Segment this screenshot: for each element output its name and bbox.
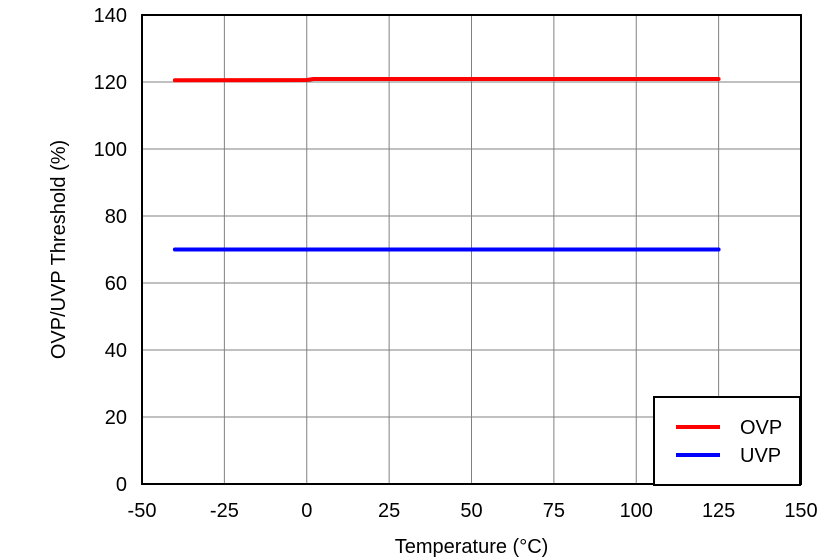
x-tick-label: 50 [460, 500, 482, 522]
y-tick-label: 120 [94, 72, 127, 94]
y-axis-label: OVP/UVP Threshold (%) [48, 140, 70, 359]
y-tick-label: 20 [105, 407, 127, 429]
x-tick-label: -25 [210, 500, 239, 522]
x-tick-label: 125 [702, 500, 735, 522]
x-tick-label: 150 [784, 500, 817, 522]
legend-box [653, 396, 801, 486]
x-tick-label: -50 [128, 500, 157, 522]
y-tick-labels: 0 20 40 60 80 100 120 140 [94, 5, 127, 496]
x-tick-label: 25 [378, 500, 400, 522]
legend-label-uvp: UVP [740, 445, 781, 467]
plot-frame [141, 14, 802, 485]
y-tick-label: 140 [94, 5, 127, 27]
legend: OVP UVP [653, 396, 801, 486]
y-tick-label: 40 [105, 340, 127, 362]
x-tick-label: 0 [301, 500, 312, 522]
x-axis-label: Temperature (°C) [395, 536, 549, 558]
series-line-ovp [172, 77, 721, 83]
y-tick-label: 100 [94, 139, 127, 161]
x-tick-labels: -50 -25 0 25 50 75 100 125 150 [128, 500, 818, 522]
y-tick-label: 80 [105, 206, 127, 228]
series-group [172, 77, 721, 252]
x-tick-label: 100 [620, 500, 653, 522]
x-tick-label: 75 [543, 500, 565, 522]
y-tick-label: 60 [105, 273, 127, 295]
legend-label-ovp: OVP [740, 417, 782, 439]
y-tick-label: 0 [116, 474, 127, 496]
